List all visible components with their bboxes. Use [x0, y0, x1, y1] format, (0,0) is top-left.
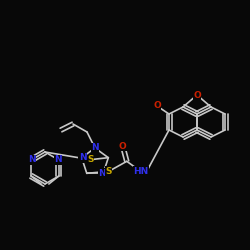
- Text: N: N: [91, 144, 99, 152]
- Text: HN: HN: [133, 167, 148, 176]
- Text: N: N: [79, 153, 86, 162]
- Text: N: N: [28, 156, 36, 164]
- Text: O: O: [153, 102, 161, 110]
- Text: S: S: [87, 155, 94, 164]
- Text: N: N: [98, 169, 106, 178]
- Text: O: O: [119, 142, 127, 151]
- Text: N: N: [54, 156, 62, 164]
- Text: O: O: [193, 90, 201, 100]
- Text: S: S: [106, 167, 112, 176]
